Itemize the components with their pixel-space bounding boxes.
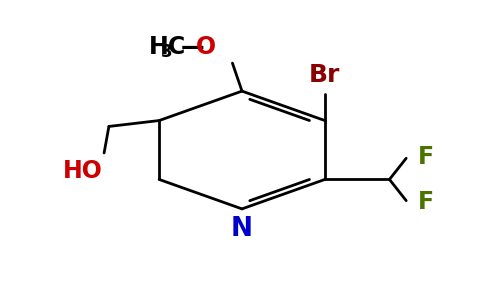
- Text: F: F: [418, 145, 434, 169]
- Text: F: F: [418, 190, 434, 214]
- Text: HO: HO: [62, 159, 103, 183]
- Text: Br: Br: [309, 63, 341, 87]
- Text: 3: 3: [161, 43, 172, 61]
- Text: N: N: [231, 216, 253, 242]
- Text: —: —: [181, 35, 205, 59]
- Text: O: O: [196, 35, 216, 59]
- Text: H: H: [149, 35, 168, 59]
- Text: C: C: [168, 35, 185, 59]
